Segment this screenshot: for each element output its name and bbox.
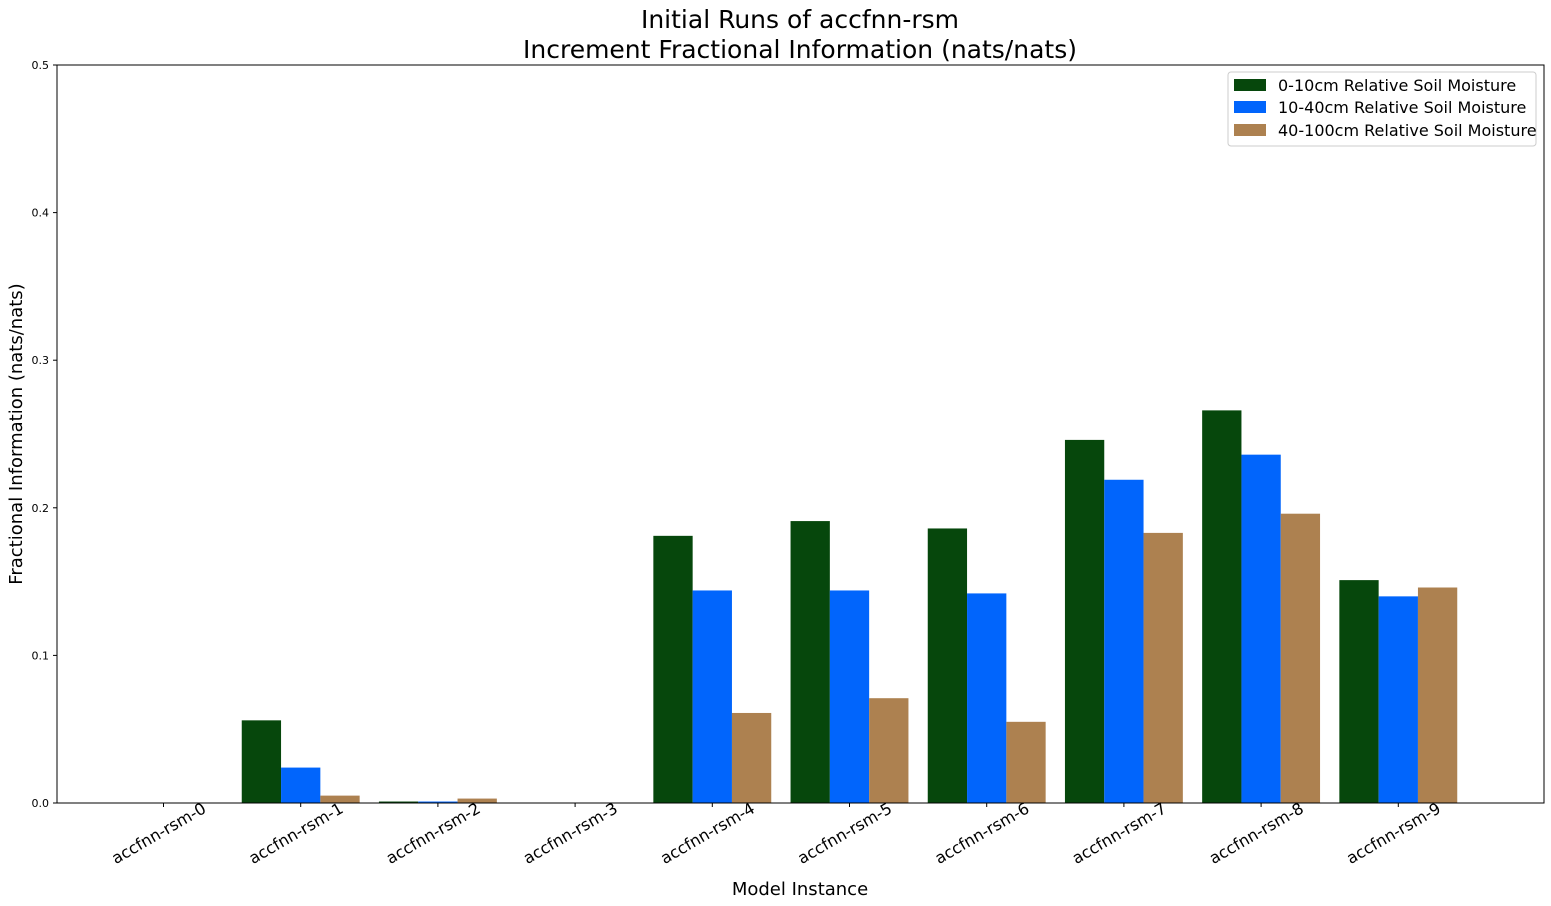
- x-axis-label: Model Instance: [732, 879, 868, 900]
- legend-swatch-0-10cm: [1234, 79, 1266, 91]
- y-tick-label: 0.0: [32, 797, 50, 810]
- x-axis-ticks: accfnn-rsm-0 accfnn-rsm-1 accfnn-rsm-2 accf…: [108, 799, 1444, 868]
- legend: 0-10cm Relative Soil Moisture 10-40cm Re…: [1227, 71, 1537, 147]
- x-tick-label-accfnn-rsm-7: accfnn-rsm-7: [1069, 799, 1170, 868]
- bar-accfnn-rsm-8-series-1: [1241, 454, 1281, 803]
- x-tick-label-accfnn-rsm-9: accfnn-rsm-9: [1343, 799, 1444, 868]
- x-tick-label-accfnn-rsm-0: accfnn-rsm-0: [108, 799, 209, 868]
- bar-accfnn-rsm-4-series-2: [731, 712, 772, 803]
- bar-accfnn-rsm-6-series-0: [927, 528, 968, 803]
- plot-frame: [56, 64, 1545, 804]
- y-axis-ticks: 0.0 0.1 0.2 0.3 0.4 0.5: [32, 59, 57, 810]
- bar-accfnn-rsm-7-series-1: [1104, 479, 1144, 803]
- x-tick-label-accfnn-rsm-4: accfnn-rsm-4: [657, 799, 758, 868]
- bar-accfnn-rsm-7-series-0: [1064, 439, 1105, 803]
- bar-accfnn-rsm-5-series-1: [829, 590, 870, 803]
- bar-accfnn-rsm-2-series-1: [418, 801, 458, 803]
- y-tick-label: 0.5: [32, 59, 50, 72]
- y-tick-label: 0.3: [32, 354, 50, 367]
- legend-label-0-10cm: 0-10cm Relative Soil Moisture: [1278, 76, 1516, 95]
- chart-title: Initial Runs of accfnn-rsm: [641, 5, 959, 34]
- x-tick-label-accfnn-rsm-2: accfnn-rsm-2: [383, 799, 484, 868]
- y-tick-label: 0.2: [32, 502, 50, 515]
- bar-accfnn-rsm-9-series-1: [1378, 596, 1418, 803]
- bar-accfnn-rsm-2-series-2: [457, 798, 497, 803]
- bar-accfnn-rsm-4-series-0: [653, 535, 693, 803]
- legend-label-10-40cm: 10-40cm Relative Soil Moisture: [1278, 98, 1526, 117]
- legend-label-40-100cm: 40-100cm Relative Soil Moisture: [1278, 121, 1537, 140]
- bar-accfnn-rsm-2-series-0: [378, 801, 419, 803]
- legend-swatch-40-100cm: [1234, 124, 1266, 136]
- bar-accfnn-rsm-1-series-2: [320, 795, 360, 803]
- x-tick-label-accfnn-rsm-3: accfnn-rsm-3: [520, 799, 621, 868]
- y-axis-label: Fractional Information (nats/nats): [6, 283, 27, 584]
- bar-accfnn-rsm-6-series-1: [967, 593, 1007, 803]
- bar-accfnn-rsm-1-series-0: [241, 720, 282, 803]
- x-tick-label-accfnn-rsm-1: accfnn-rsm-1: [245, 799, 346, 868]
- bar-accfnn-rsm-8-series-2: [1280, 513, 1321, 803]
- bar-accfnn-rsm-5-series-2: [869, 698, 909, 803]
- bar-accfnn-rsm-7-series-2: [1143, 532, 1183, 803]
- x-tick-label-accfnn-rsm-8: accfnn-rsm-8: [1206, 799, 1307, 868]
- bar-accfnn-rsm-1-series-1: [281, 767, 321, 803]
- legend-box: [1227, 71, 1537, 147]
- bar-accfnn-rsm-4-series-1: [692, 590, 732, 803]
- x-tick-label-accfnn-rsm-6: accfnn-rsm-6: [931, 799, 1032, 868]
- y-tick-label: 0.1: [32, 649, 50, 662]
- chart-subtitle: Increment Fractional Information (nats/n…: [523, 35, 1077, 64]
- bar-accfnn-rsm-9-series-2: [1417, 587, 1458, 803]
- bar-accfnn-rsm-5-series-0: [790, 521, 830, 803]
- bar-accfnn-rsm-9-series-0: [1339, 580, 1379, 803]
- legend-swatch-10-40cm: [1234, 101, 1266, 113]
- bar-accfnn-rsm-8-series-0: [1202, 410, 1242, 803]
- bars-layer: [241, 410, 1458, 803]
- bar-accfnn-rsm-6-series-2: [1006, 721, 1046, 803]
- x-tick-label-accfnn-rsm-5: accfnn-rsm-5: [794, 799, 895, 868]
- y-tick-label: 0.4: [32, 207, 50, 220]
